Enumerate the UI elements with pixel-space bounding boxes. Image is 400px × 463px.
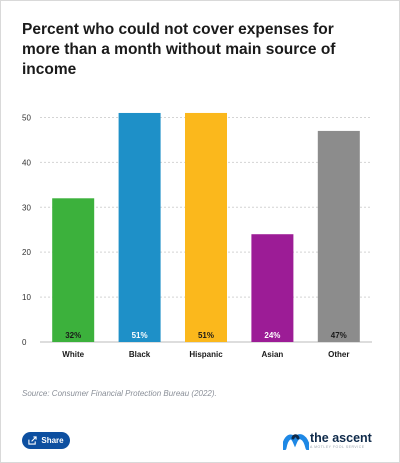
x-tick-label: Hispanic	[189, 350, 223, 359]
bar-hispanic	[185, 112, 227, 342]
x-tick-label: Asian	[262, 350, 284, 359]
y-tick-label: 40	[22, 158, 31, 167]
share-label: Share	[41, 436, 64, 445]
bar-other	[317, 130, 360, 342]
x-tick-label: Other	[328, 350, 349, 359]
ascent-mark-icon	[283, 434, 309, 450]
logo-wordmark: the ascent	[310, 431, 372, 445]
the-ascent-logo: the ascent A MOTLEY FOOL SERVICE	[283, 428, 383, 452]
share-button[interactable]: Share	[22, 432, 70, 449]
bar-white	[52, 198, 95, 342]
logo-tagline: A MOTLEY FOOL SERVICE	[310, 445, 365, 449]
data-label: 24%	[264, 331, 280, 340]
source-note: Source: Consumer Financial Protection Bu…	[22, 389, 217, 398]
x-tick-label: White	[62, 350, 84, 359]
y-tick-label: 20	[22, 248, 31, 257]
bar-asian	[251, 234, 294, 342]
data-label: 32%	[65, 331, 81, 340]
y-tick-label: 0	[22, 338, 27, 347]
data-label: 47%	[331, 331, 347, 340]
data-label: 51%	[132, 331, 148, 340]
data-label: 51%	[198, 331, 214, 340]
y-tick-label: 50	[22, 113, 31, 122]
y-tick-label: 10	[22, 293, 31, 302]
x-tick-label: Black	[129, 350, 151, 359]
chart-title: Percent who could not cover expenses for…	[22, 21, 336, 78]
y-tick-label: 30	[22, 203, 31, 212]
share-icon	[28, 436, 38, 445]
bar-chart: 0 10 20 30 40 50 32% White 51% Black 51% Hispanic 24…	[22, 112, 372, 359]
bar-black	[118, 112, 161, 342]
